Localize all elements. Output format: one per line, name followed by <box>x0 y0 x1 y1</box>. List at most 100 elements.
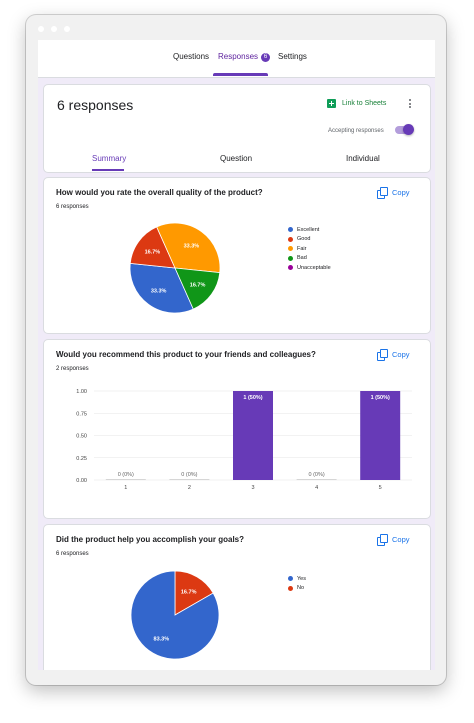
tab-question[interactable]: Question <box>220 154 253 163</box>
question-2-title: Would you recommend this product to your… <box>56 350 316 359</box>
bar-label-5: 1 (50%) <box>371 395 390 401</box>
responses-title: 6 responses <box>57 97 134 113</box>
copy-chart-button-2[interactable]: Copy <box>377 349 410 361</box>
legend-swatch <box>288 236 293 242</box>
legend-label: Yes <box>297 575 306 582</box>
accepting-responses-label: Accepting responses <box>328 128 384 134</box>
copy-label: Copy <box>392 535 410 544</box>
copy-icon <box>377 187 388 199</box>
quality-legend-item-fair: Fair <box>288 244 331 254</box>
copy-icon <box>377 349 388 361</box>
question-card-3: Did the product help you accomplish your… <box>43 524 431 670</box>
bar-label-1: 0 (0%) <box>118 472 134 478</box>
bar-label-4: 0 (0%) <box>308 472 324 478</box>
tab-questions[interactable]: Questions <box>173 52 210 61</box>
legend-label: Unacceptable <box>297 264 331 271</box>
bar-1[interactable] <box>105 479 146 480</box>
question-card-2: Would you recommend this product to your… <box>43 339 431 519</box>
goals-slice-yes[interactable] <box>130 570 220 660</box>
question-1-count: 6 responses <box>56 204 89 210</box>
x-tick-label: 5 <box>379 485 382 491</box>
question-3-title: Did the product help you accomplish your… <box>56 535 245 544</box>
active-tab-indicator <box>213 73 268 76</box>
link-to-sheets-button[interactable]: Link to Sheets <box>327 99 386 108</box>
y-tick-label: 0.25 <box>76 456 87 462</box>
pie-legend-2: Yes No <box>288 574 306 593</box>
question-2-count: 2 responses <box>56 366 89 372</box>
window-controls <box>38 26 70 32</box>
bar-3[interactable] <box>233 391 273 480</box>
goals-slice-no[interactable] <box>174 570 214 616</box>
goals-label-yes: 83.3% <box>154 637 170 643</box>
quality-label-good: 16.7% <box>145 250 161 256</box>
copy-icon <box>377 534 388 546</box>
top-navigation: Questions Responses 6 Settings <box>38 40 435 78</box>
quality-legend-item-bad: Bad <box>288 254 331 264</box>
legend-swatch <box>288 265 293 271</box>
bar-label-2: 0 (0%) <box>181 472 197 478</box>
question-3-count: 6 responses <box>56 551 89 557</box>
accepting-responses-toggle[interactable] <box>395 124 414 135</box>
y-tick-label: 1.00 <box>76 389 87 395</box>
tab-responses-label: Responses <box>218 52 259 61</box>
legend-label: No <box>297 585 305 592</box>
browser-window: Questions Responses 6 Settings 6 response… <box>26 15 446 685</box>
x-tick-label: 3 <box>251 485 254 491</box>
copy-label: Copy <box>392 188 410 197</box>
quality-slice-bad[interactable] <box>174 267 221 310</box>
y-tick-label: 0.75 <box>76 411 87 417</box>
bar-label-3: 1 (50%) <box>243 395 262 401</box>
quality-slice-fair[interactable] <box>156 222 221 274</box>
goals-label-no: 16.7% <box>181 589 197 595</box>
responses-count-badge: 6 <box>261 53 271 62</box>
legend-swatch <box>288 227 293 233</box>
tab-responses[interactable]: Responses 6 <box>218 52 271 62</box>
window-dot-minimize[interactable] <box>51 26 57 32</box>
forms-page: Questions Responses 6 Settings 6 response… <box>38 40 435 670</box>
question-card-1: How would you rate the overall quality o… <box>43 177 431 334</box>
x-tick-label: 4 <box>315 485 318 491</box>
goals-pie-chart: 16.7% 83.3% <box>130 570 220 660</box>
legend-label: Bad <box>297 255 307 262</box>
sheets-icon <box>327 99 336 108</box>
legend-swatch <box>288 246 293 252</box>
more-options-icon[interactable] <box>407 98 413 110</box>
y-tick-label: 0.50 <box>76 434 87 440</box>
legend-swatch <box>288 585 293 591</box>
legend-label: Good <box>297 236 311 243</box>
tab-individual[interactable]: Individual <box>346 154 380 163</box>
goals-legend-item-no: No <box>288 584 306 594</box>
y-tick-label: 0.00 <box>76 478 87 484</box>
tab-settings[interactable]: Settings <box>278 52 307 61</box>
legend-swatch <box>288 255 293 261</box>
quality-pie-chart: 33.3% 16.7% 33.3% 16.7% <box>129 222 221 314</box>
x-tick-label: 1 <box>124 485 127 491</box>
legend-swatch <box>288 576 293 582</box>
copy-chart-button-1[interactable]: Copy <box>377 187 410 199</box>
window-dot-maximize[interactable] <box>64 26 70 32</box>
bar-2[interactable] <box>169 479 210 480</box>
legend-label: Excellent <box>297 226 320 233</box>
subtab-indicator <box>92 169 124 171</box>
pie-legend-1: Excellent Good Fair Bad Unacceptable <box>288 225 331 273</box>
copy-label: Copy <box>392 350 410 359</box>
copy-chart-button-3[interactable]: Copy <box>377 534 410 546</box>
bar-4[interactable] <box>296 479 337 480</box>
legend-label: Fair <box>297 245 307 252</box>
quality-label-excellent: 33.3% <box>151 289 167 295</box>
goals-legend-item-yes: Yes <box>288 574 306 584</box>
quality-label-fair: 33.3% <box>184 243 200 249</box>
quality-slice-excellent[interactable] <box>129 262 194 314</box>
toggle-knob <box>403 124 414 135</box>
recommend-bar-chart: 0.00 0.25 0.50 0.75 1.00 0 (0%) 1 0 (0%) 2 1 (50%… <box>76 389 412 491</box>
quality-label-bad: 16.7% <box>190 282 206 288</box>
bar-5[interactable] <box>360 391 401 480</box>
quality-legend-item-excellent: Excellent <box>288 225 331 235</box>
quality-slice-good[interactable] <box>129 226 176 269</box>
question-1-title: How would you rate the overall quality o… <box>56 188 263 197</box>
quality-legend-item-good: Good <box>288 235 331 245</box>
window-dot-close[interactable] <box>38 26 44 32</box>
link-to-sheets-label: Link to Sheets <box>342 100 387 107</box>
x-tick-label: 2 <box>188 485 191 491</box>
tab-summary[interactable]: Summary <box>92 154 127 163</box>
